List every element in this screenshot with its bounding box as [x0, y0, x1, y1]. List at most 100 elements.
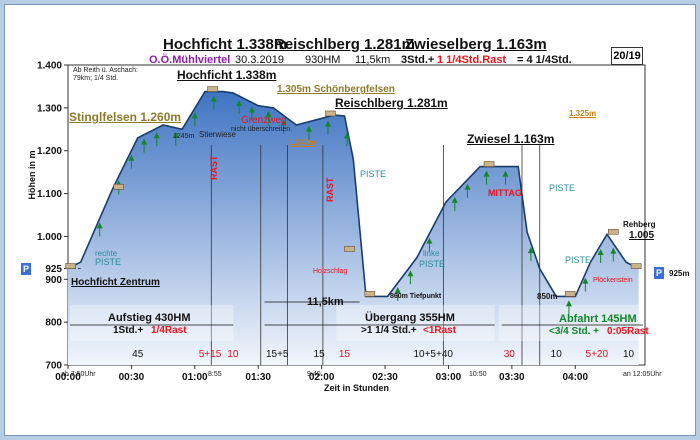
y-tick-label-8: 700 [45, 361, 62, 372]
y-tick-label-4: 1.000 [37, 232, 62, 243]
label-rechte: rechte [95, 249, 118, 258]
hut-icon-3 [325, 110, 336, 117]
x-tick-label-8: 04:00 [562, 372, 588, 383]
tree-icon-12 [305, 125, 312, 132]
header-date: 30.3.2019 [235, 54, 284, 66]
tree-icon-5 [172, 131, 179, 138]
hut-icon-1 [113, 183, 125, 190]
label-1242: 1.242m [289, 138, 317, 147]
tree-icon-22 [527, 247, 534, 254]
start-note-1: Ab Reith ü. Aschach: [73, 67, 138, 74]
parking-right-icon: P [654, 267, 664, 279]
y-tick-label-1: 1.300 [37, 103, 62, 114]
label-piste-2: PISTE [549, 183, 576, 193]
x-tick-label-2: 01:00 [182, 372, 208, 383]
start-note-2: 79km; 1/4 Std. [73, 75, 119, 82]
tree-icon-24 [582, 277, 589, 284]
label-piste-4: PISTE [419, 259, 446, 269]
label-1245: 1245m [173, 133, 195, 140]
tree-icon-23 [565, 300, 572, 307]
hut-icon-2 [207, 86, 218, 92]
label-grenzweg-note: nicht überschreiten [231, 126, 291, 133]
label-rehberg-elev: 1.005 [629, 230, 655, 241]
header-time-rast: 1 1/4Std.Rast [437, 54, 507, 66]
label-mittag: MITTAG [488, 188, 522, 198]
x-axis-title: Zeit in Stunden [324, 383, 389, 393]
label-grenzweg: Grenzweg [241, 115, 287, 126]
segment-label-7: 30 [504, 349, 516, 360]
label-piste-1: PISTE [360, 169, 387, 179]
label-reischlberg: Reischlberg 1.281m [335, 96, 448, 110]
y-tick-label-2: 1.200 [37, 146, 62, 157]
section-uebergang: Übergang 355HM [365, 312, 455, 324]
tree-icon-14 [343, 132, 350, 139]
tree-icon-10 [265, 111, 272, 118]
label-rehberg: Rehberg [623, 220, 656, 229]
tree-icon-8 [236, 100, 243, 107]
segment-label-4: 15 [314, 349, 326, 360]
tree-icon-20 [483, 170, 490, 177]
label-piste-3: PISTE [95, 257, 122, 267]
x-tick-label-6: 03:00 [436, 372, 462, 383]
tree-icon-13 [324, 120, 331, 127]
segment-label-3: 15+5 [266, 349, 289, 360]
tree-icon-25 [597, 249, 604, 255]
y-tick-label-3: 1.100 [37, 189, 62, 200]
segment-label-8: 10 [551, 349, 563, 360]
label-1325: 1.325m [569, 109, 597, 118]
elevation-chart: 00:00 00:30 01:00 01:30 02:00 02:30 03:00 03:30… [27, 61, 646, 393]
season-badge: 20/19 [611, 47, 643, 65]
hut-icon-7 [564, 291, 576, 297]
section-uebergang-time: >1 1/4 Std.+ [361, 325, 417, 336]
label-hochficht: Hochficht 1.338m [177, 68, 277, 82]
y-tick-label-5: 925 [45, 264, 62, 275]
segment-label-5: 15 [339, 349, 351, 360]
time-note-2: 9:40 [307, 371, 321, 378]
y-tick-label-0: 1.400 [37, 61, 62, 72]
header-distance: 11,5km [355, 54, 391, 66]
tree-icon-3 [141, 138, 148, 145]
label-linke: linke [423, 249, 440, 258]
y-tick-label-6: 900 [45, 275, 62, 286]
elevation-area [68, 91, 639, 365]
time-note-start: ab 7:50Uhr [61, 371, 96, 378]
section-abfahrt: Abfahrt 145HM [559, 313, 637, 325]
label-zwiesel: Zwiesel 1.163m [467, 132, 555, 146]
tree-icon-18 [451, 196, 458, 203]
x-tick-label-5: 02:30 [372, 372, 398, 383]
label-tiefpunkt: 860m Tiefpunkt [390, 293, 442, 300]
section-aufstieg-rast: 1/4Rast [151, 325, 187, 336]
x-tick-label-3: 01:30 [245, 372, 271, 383]
header-peak-3: Zwieselberg 1.163m [405, 36, 547, 53]
chart-frame: 00:00 00:30 01:00 01:30 02:00 02:30 03:00 03:30… [4, 4, 696, 436]
tree-icon-15 [394, 287, 401, 294]
label-schoenberg: 1.305m Schönbergfelsen [277, 84, 395, 95]
label-rast-1: RAST [209, 155, 219, 181]
time-note-3: 10:50 [469, 371, 487, 378]
tree-icon-17 [426, 237, 433, 244]
section-box-1 [336, 305, 495, 341]
elevation-line [67, 90, 640, 298]
label-stinglfelsen: Stinglfelsen 1.260m [69, 110, 182, 124]
header-hm: 930HM [305, 54, 341, 66]
label-holzschlag: Holzschlag [313, 268, 348, 275]
segment-label-6: 10+5+40 [413, 349, 453, 360]
tree-icon-4 [153, 132, 160, 139]
label-ploeckenstein: Plöckenstein [593, 277, 633, 284]
label-rast-2: RAST [325, 177, 335, 203]
section-box-0 [70, 305, 234, 341]
label-850: 850m [537, 292, 558, 301]
tree-icon-26 [610, 247, 617, 254]
time-note-1: 8:55 [208, 371, 222, 378]
label-stierwiese: Stierwiese [199, 130, 236, 139]
parking-left-icon: P [21, 263, 31, 275]
segment-label-9: 5+20 [586, 349, 609, 360]
segment-label-0: 45 [132, 349, 144, 360]
section-aufstieg-time: 1Std.+ [113, 325, 144, 336]
hut-icon-0 [65, 263, 76, 269]
tree-icon-16 [407, 270, 414, 277]
hut-icon-8 [607, 228, 619, 235]
hut-icon-5 [364, 291, 376, 297]
tree-icon-0 [96, 222, 103, 229]
header-time-std: 3Std.+ [401, 54, 435, 66]
